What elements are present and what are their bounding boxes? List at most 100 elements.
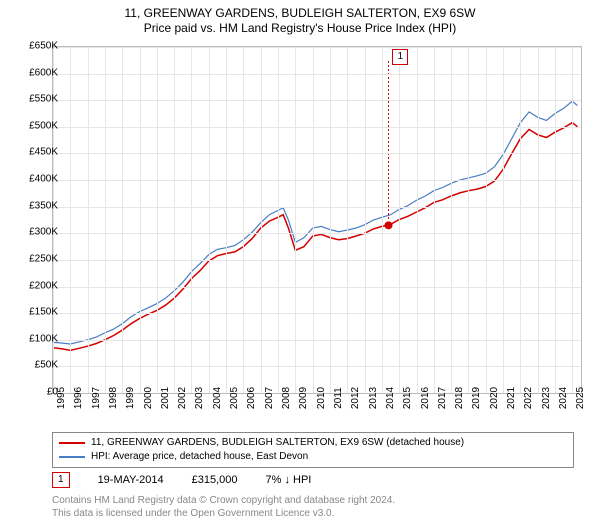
y-axis-label: £450K: [8, 147, 58, 158]
x-axis-label: 2012: [350, 387, 361, 409]
chart-area: 1 £0£50K£100K£150K£200K£250K£300K£350K£4…: [8, 46, 592, 424]
gridline-v: [365, 47, 366, 393]
plot-area: 1: [52, 46, 582, 394]
x-axis-label: 1998: [108, 387, 119, 409]
gridline-v: [555, 47, 556, 393]
gridline-h: [53, 100, 581, 101]
gridline-v: [468, 47, 469, 393]
x-axis-label: 2015: [402, 387, 413, 409]
legend-label-0: 11, GREENWAY GARDENS, BUDLEIGH SALTERTON…: [91, 436, 464, 450]
marker-annotation: 1: [392, 49, 408, 65]
x-axis-label: 2024: [558, 387, 569, 409]
x-axis-label: 2022: [523, 387, 534, 409]
x-axis-label: 2008: [281, 387, 292, 409]
gridline-h: [53, 74, 581, 75]
y-axis-label: £0: [8, 387, 58, 398]
gridline-v: [209, 47, 210, 393]
gridline-v: [330, 47, 331, 393]
x-axis-label: 2009: [298, 387, 309, 409]
gridline-v: [174, 47, 175, 393]
gridline-v: [157, 47, 158, 393]
footer-line1: Contains HM Land Registry data © Crown c…: [52, 494, 395, 507]
legend-swatch-0: [59, 442, 85, 444]
gridline-v: [226, 47, 227, 393]
y-axis-label: £250K: [8, 253, 58, 264]
x-axis-label: 2018: [454, 387, 465, 409]
gridline-h: [53, 233, 581, 234]
legend: 11, GREENWAY GARDENS, BUDLEIGH SALTERTON…: [52, 432, 574, 468]
info-date: 19-MAY-2014: [98, 474, 164, 486]
gridline-h: [53, 260, 581, 261]
x-axis-label: 2004: [212, 387, 223, 409]
gridline-v: [88, 47, 89, 393]
title-block: 11, GREENWAY GARDENS, BUDLEIGH SALTERTON…: [0, 0, 600, 35]
x-axis-label: 1999: [125, 387, 136, 409]
gridline-v: [520, 47, 521, 393]
gridline-v: [313, 47, 314, 393]
x-axis-label: 1996: [73, 387, 84, 409]
y-axis-label: £550K: [8, 94, 58, 105]
gridline-h: [53, 47, 581, 48]
x-axis-label: 2019: [471, 387, 482, 409]
gridline-v: [399, 47, 400, 393]
gridline-h: [53, 340, 581, 341]
legend-label-1: HPI: Average price, detached house, East…: [91, 450, 308, 464]
gridline-v: [503, 47, 504, 393]
gridline-v: [70, 47, 71, 393]
gridline-v: [538, 47, 539, 393]
gridline-v: [105, 47, 106, 393]
gridline-v: [140, 47, 141, 393]
x-axis-label: 2001: [160, 387, 171, 409]
x-axis-label: 2013: [368, 387, 379, 409]
x-axis-label: 2011: [333, 387, 344, 409]
x-axis-label: 2010: [316, 387, 327, 409]
gridline-h: [53, 287, 581, 288]
footer: Contains HM Land Registry data © Crown c…: [52, 494, 395, 520]
info-delta: 7% ↓ HPI: [266, 474, 312, 486]
title-line1: 11, GREENWAY GARDENS, BUDLEIGH SALTERTON…: [0, 6, 600, 20]
gridline-v: [278, 47, 279, 393]
gridline-h: [53, 127, 581, 128]
x-axis-label: 2021: [506, 387, 517, 409]
x-axis-label: 2025: [575, 387, 586, 409]
x-axis-label: 2003: [194, 387, 205, 409]
gridline-h: [53, 207, 581, 208]
info-row: 1 19-MAY-2014 £315,000 7% ↓ HPI: [52, 472, 574, 488]
gridline-v: [451, 47, 452, 393]
gridline-h: [53, 180, 581, 181]
gridline-v: [295, 47, 296, 393]
gridline-v: [347, 47, 348, 393]
series-svg: [53, 47, 581, 393]
gridline-v: [191, 47, 192, 393]
x-axis-label: 2002: [177, 387, 188, 409]
x-axis-label: 2014: [385, 387, 396, 409]
legend-item-1: HPI: Average price, detached house, East…: [59, 450, 567, 464]
chart-container: 11, GREENWAY GARDENS, BUDLEIGH SALTERTON…: [0, 0, 600, 530]
gridline-v: [417, 47, 418, 393]
x-axis-label: 1997: [91, 387, 102, 409]
legend-item-0: 11, GREENWAY GARDENS, BUDLEIGH SALTERTON…: [59, 436, 567, 450]
series-line-1: [53, 101, 578, 344]
y-axis-label: £400K: [8, 174, 58, 185]
gridline-v: [382, 47, 383, 393]
x-axis-label: 2017: [437, 387, 448, 409]
gridline-v: [122, 47, 123, 393]
x-axis-label: 1995: [56, 387, 67, 409]
gridline-h: [53, 366, 581, 367]
info-price: £315,000: [192, 474, 238, 486]
gridline-h: [53, 313, 581, 314]
gridline-v: [486, 47, 487, 393]
x-axis-label: 2020: [489, 387, 500, 409]
y-axis-label: £150K: [8, 307, 58, 318]
x-axis-label: 2023: [541, 387, 552, 409]
y-axis-label: £500K: [8, 120, 58, 131]
gridline-h: [53, 153, 581, 154]
y-axis-label: £650K: [8, 41, 58, 52]
y-axis-label: £50K: [8, 360, 58, 371]
y-axis-label: £200K: [8, 280, 58, 291]
gridline-v: [434, 47, 435, 393]
footer-line2: This data is licensed under the Open Gov…: [52, 507, 395, 520]
y-axis-label: £350K: [8, 200, 58, 211]
gridline-v: [572, 47, 573, 393]
y-axis-label: £300K: [8, 227, 58, 238]
